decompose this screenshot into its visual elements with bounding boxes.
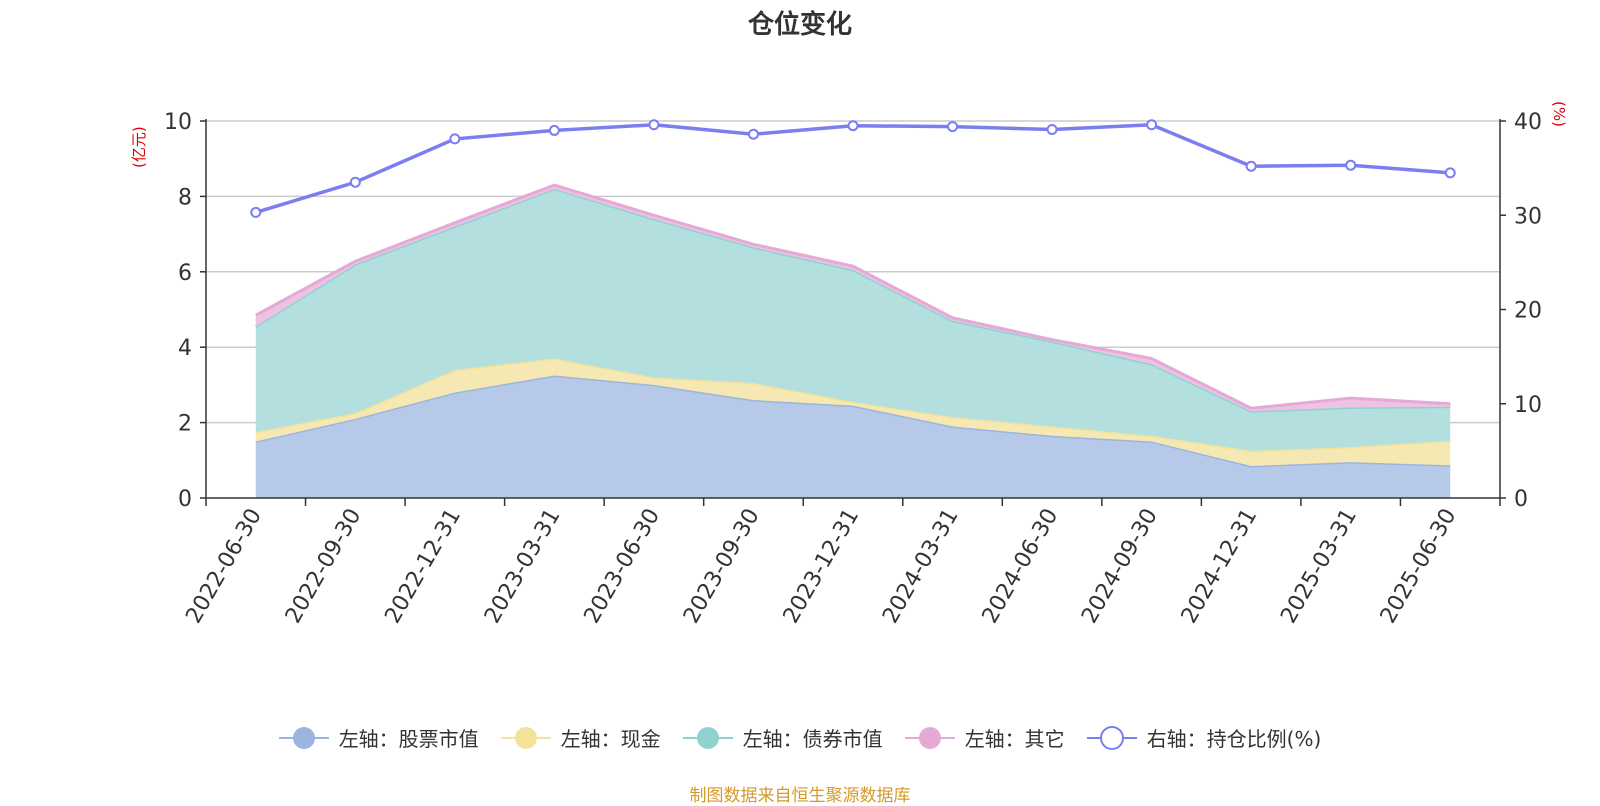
legend-symbol-icon [278, 726, 329, 749]
x-axis-tick-label: 2024-12-31 [1177, 505, 1263, 628]
x-axis-tick-label: 2024-09-30 [1077, 505, 1163, 628]
right-axis-tick-label: 40 [1514, 110, 1542, 135]
legend-item[interactable]: 左轴：现金 [500, 723, 661, 752]
x-axis-tick-label: 2023-06-30 [580, 505, 666, 628]
legend-item[interactable]: 左轴：股票市值 [278, 723, 479, 752]
x-axis-tick-label: 2023-03-31 [480, 505, 566, 628]
legend-label: 左轴：其它 [964, 727, 1065, 751]
ratio-point [847, 120, 859, 132]
x-axis-tick-label: 2023-12-31 [779, 505, 865, 628]
x-axis-tick-label: 2022-12-31 [380, 505, 466, 628]
x-axis-tick-label: 2024-03-31 [878, 505, 964, 628]
legend-label: 左轴：现金 [560, 727, 661, 751]
legend-item[interactable]: 左轴：债券市值 [682, 723, 883, 752]
stacked-areas [254, 183, 1451, 498]
x-axis-tick-label: 2024-06-30 [978, 505, 1064, 628]
ratio-point [349, 176, 361, 188]
left-axis-tick-label: 4 [178, 336, 192, 361]
right-axis-tick-label: 30 [1514, 204, 1542, 229]
area-左轴：股票市值 [255, 375, 1451, 498]
ratio-point [947, 121, 959, 133]
ratio-point [1146, 119, 1158, 131]
ratio-point [250, 206, 262, 218]
ratio-point [548, 124, 560, 136]
legend-symbol-icon [1086, 725, 1137, 750]
right-axis-tick-label: 0 [1514, 487, 1528, 512]
x-axis-tick-label: 2022-06-30 [181, 505, 267, 628]
x-axis-tick-label: 2022-09-30 [281, 505, 367, 628]
ratio-line [250, 119, 1456, 218]
legend-symbol-icon [500, 726, 551, 749]
position-chart: 0 2 4 6 8 10 0 10 20 30 40 2022-06-30 2022-09-30 2022… [164, 110, 1542, 628]
legend-label: 左轴：债券市值 [742, 727, 883, 751]
area-左轴：现金 [255, 358, 1451, 466]
left-axis-tick-label: 2 [178, 412, 192, 437]
legend-symbol-icon [904, 726, 955, 749]
legend-label: 左轴：股票市值 [338, 727, 479, 751]
source-note: 制图数据来自恒生聚源数据库 [689, 786, 911, 806]
left-axis-tick-label: 0 [178, 487, 192, 512]
ratio-point [1245, 160, 1257, 172]
ratio-point [1345, 159, 1357, 171]
legend: 左轴：股票市值 左轴：现金 左轴：债券市值 左轴：其它 右轴：持仓比例(%) [0, 723, 1600, 752]
right-axis-tick-label: 10 [1514, 393, 1542, 418]
ratio-point [1444, 167, 1456, 179]
left-axis-tick-label: 8 [178, 185, 192, 210]
legend-item[interactable]: 右轴：持仓比例(%) [1086, 723, 1322, 752]
ratio-point [449, 133, 461, 145]
ratio-point [648, 119, 660, 131]
left-axis-tick-label: 10 [164, 110, 192, 135]
chart-title: 仓位变化 [747, 10, 852, 40]
right-axis-tick-label: 20 [1514, 299, 1542, 324]
area-左轴：债券市值 [255, 188, 1451, 451]
left-axis-tick-label: 6 [178, 261, 192, 286]
x-axis-tick-label: 2025-03-31 [1276, 505, 1362, 628]
ratio-line [255, 123, 1451, 215]
legend-item[interactable]: 左轴：其它 [904, 723, 1065, 752]
x-axis-tick-label: 2025-06-30 [1376, 505, 1462, 628]
ratio-point [1046, 123, 1058, 135]
legend-symbol-icon [682, 726, 733, 749]
area-line-左轴：其它 [255, 183, 1451, 410]
x-axis-tick-label: 2023-09-30 [679, 505, 765, 628]
legend-label: 右轴：持仓比例(%) [1146, 727, 1322, 751]
ratio-point [747, 128, 759, 140]
